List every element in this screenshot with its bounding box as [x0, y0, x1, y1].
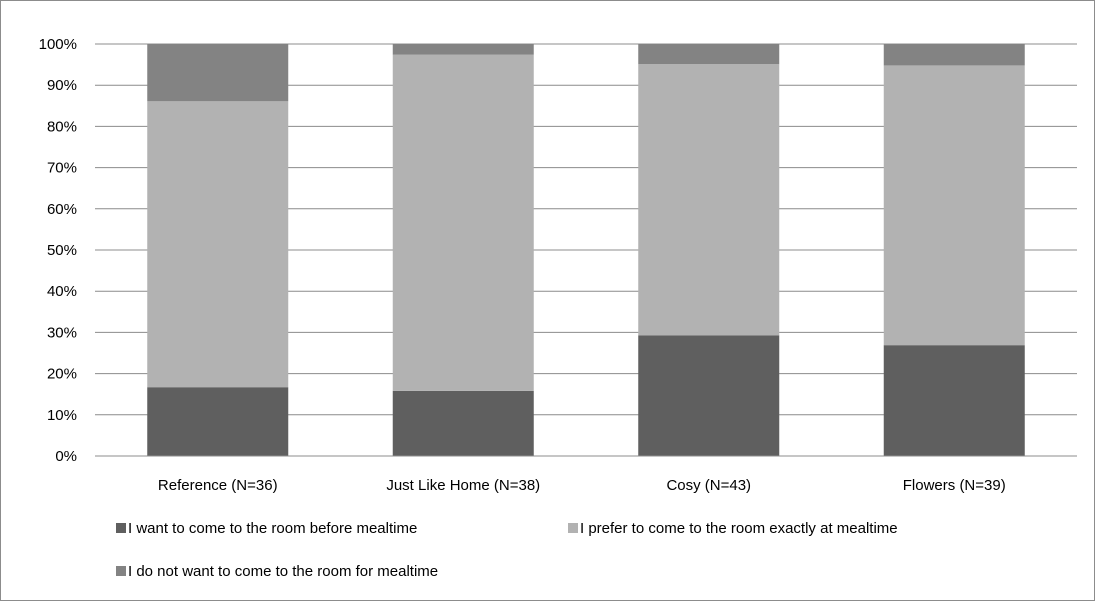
- bars: [147, 44, 1025, 456]
- bar-segment: [883, 44, 1025, 66]
- legend-swatch: [116, 523, 126, 533]
- bar-segment: [147, 387, 289, 456]
- bar-segment: [638, 64, 780, 336]
- bar-segment: [883, 65, 1025, 346]
- bar-segment: [392, 54, 534, 391]
- y-axis-tick-labels: 0% 10% 20% 30% 40% 50% 60% 70% 80% 90% 100%: [39, 36, 77, 465]
- y-tick-label: 50%: [47, 242, 77, 259]
- y-tick-label: 70%: [47, 160, 77, 177]
- y-tick-label: 20%: [47, 366, 77, 383]
- category-labels: Reference (N=36) Just Like Home (N=38) Cos…: [158, 477, 1006, 494]
- legend-label: I do not want to come to the room for me…: [128, 563, 438, 580]
- bar-segment: [638, 335, 780, 456]
- y-tick-label: 90%: [47, 77, 77, 94]
- legend: I want to come to the room before mealti…: [116, 520, 898, 580]
- legend-label: I prefer to come to the room exactly at …: [580, 520, 898, 537]
- y-tick-label: 60%: [47, 201, 77, 218]
- bar-segment: [883, 345, 1025, 456]
- category-label: Reference (N=36): [158, 477, 278, 494]
- y-tick-label: 40%: [47, 283, 77, 300]
- y-tick-label: 80%: [47, 118, 77, 135]
- legend-label: I want to come to the room before mealti…: [128, 520, 417, 537]
- y-tick-label: 30%: [47, 324, 77, 341]
- bar-segment: [638, 44, 780, 65]
- category-label: Cosy (N=43): [666, 477, 751, 494]
- category-label: Just Like Home (N=38): [386, 477, 540, 494]
- y-tick-label: 0%: [55, 448, 77, 465]
- y-tick-label: 100%: [39, 36, 77, 53]
- category-label: Flowers (N=39): [903, 477, 1006, 494]
- legend-swatch: [116, 566, 126, 576]
- y-tick-label: 10%: [47, 407, 77, 424]
- bar-segment: [392, 44, 534, 55]
- legend-swatch: [568, 523, 578, 533]
- bar-segment: [392, 390, 534, 456]
- bar-segment: [147, 44, 289, 102]
- bar-segment: [147, 101, 289, 388]
